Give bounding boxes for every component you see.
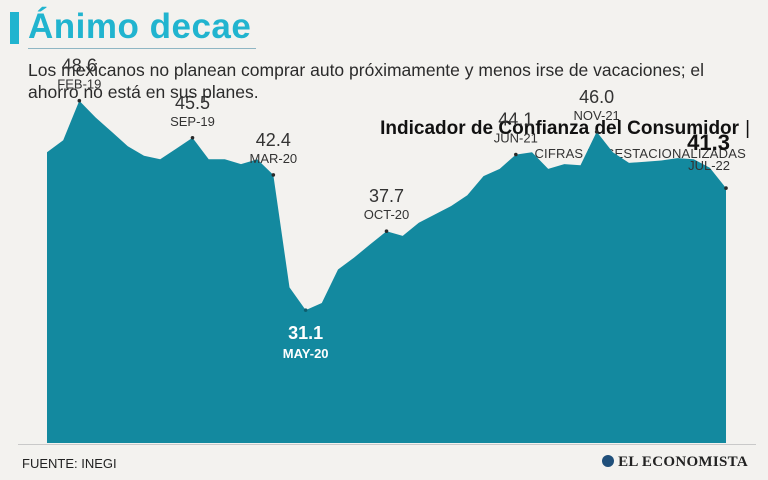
logo-globe-icon — [602, 455, 615, 467]
date-label-may-20: MAY-20 — [283, 346, 329, 361]
data-point-oct-20 — [384, 229, 389, 233]
source-note: FUENTE: INEGI — [22, 456, 117, 471]
chart-title-text: Indicador de Confianza del Consumidor — [380, 118, 740, 139]
value-label-jun-21: 44.1 — [498, 110, 533, 130]
page-subtitle: Los mexicanos no planean comprar auto pr… — [28, 60, 705, 102]
series-area — [47, 100, 726, 443]
data-point-sep-19 — [190, 135, 195, 140]
chart-title-separator: | — [745, 118, 750, 139]
data-point-may-20 — [303, 308, 308, 312]
date-label-nov-21: NOV-21 — [574, 108, 620, 123]
date-label-jul-22: JUL-22 — [688, 158, 730, 173]
date-label-jun-21: JUN-21 — [494, 131, 538, 146]
value-label-jul-22: 41.3 — [687, 130, 730, 155]
logo-text: EL ECONOMISTA — [618, 454, 748, 470]
title-accent-bar — [10, 12, 19, 44]
date-label-sep-19: SEP-19 — [170, 114, 215, 129]
date-label-feb-19: FEB-19 — [57, 77, 101, 92]
data-point-nov-21 — [594, 130, 599, 134]
value-label-may-20: 31.1 — [288, 323, 323, 343]
value-label-nov-21: 46.0 — [579, 87, 614, 107]
data-point-jun-21 — [514, 152, 518, 157]
value-label-mar-20: 42.4 — [256, 130, 291, 150]
date-label-mar-20: MAR-20 — [249, 151, 297, 166]
date-label-oct-20: OCT-20 — [364, 207, 410, 222]
value-label-oct-20: 37.7 — [369, 186, 404, 206]
footer-divider — [18, 444, 756, 445]
data-point-mar-20 — [271, 173, 276, 177]
page-title: Ánimo decae — [28, 7, 252, 46]
data-point-jul-22 — [724, 186, 728, 190]
value-label-sep-19: 45.5 — [175, 93, 210, 113]
data-point-feb-19 — [77, 98, 82, 103]
publisher-logo: EL ECONOMISTA — [602, 454, 748, 471]
value-label-feb-19: 48.6 — [62, 56, 97, 76]
title-underline — [28, 48, 256, 49]
chart-title: Indicador de Confianza del Consumidor | — [380, 118, 750, 140]
